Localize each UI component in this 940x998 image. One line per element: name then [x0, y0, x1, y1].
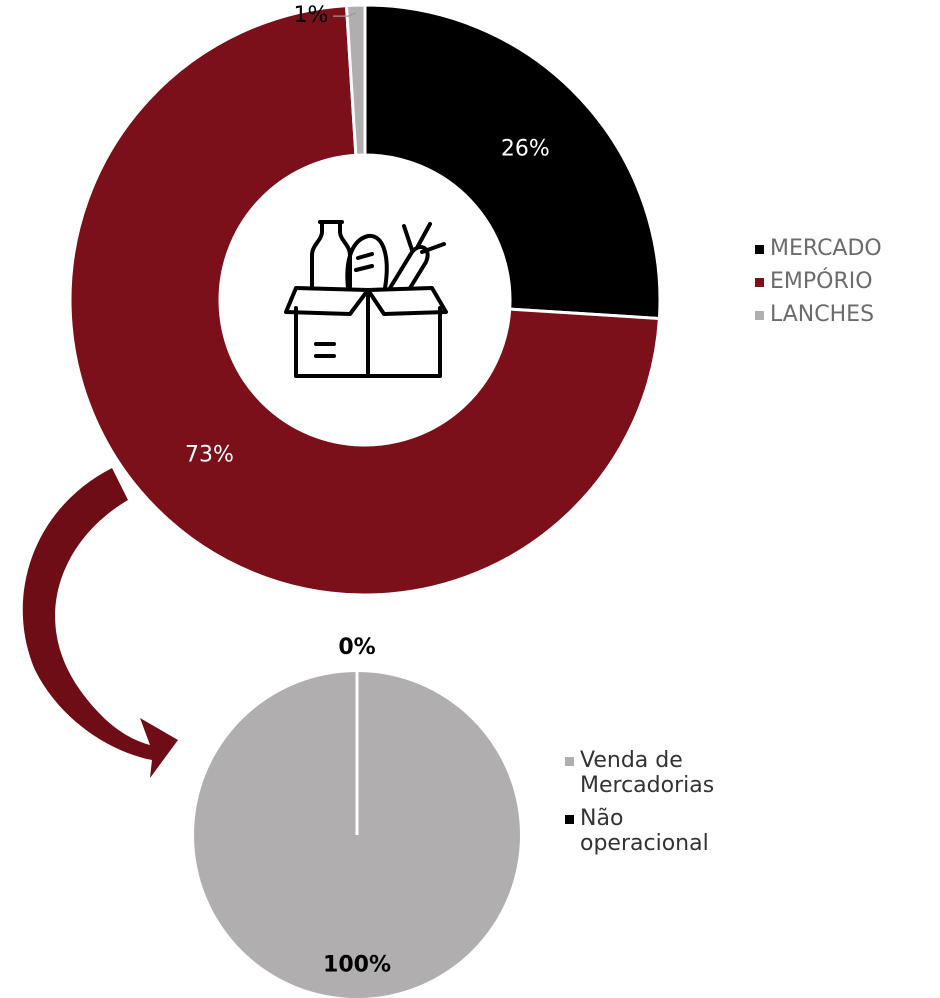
data-label: 26%	[501, 136, 550, 161]
slice	[68, 3, 662, 597]
legend-label: Venda de Mercadorias	[580, 748, 715, 798]
arrow	[22, 468, 178, 778]
legend-item: LANCHES	[755, 302, 935, 327]
data-label: 73%	[185, 443, 234, 468]
legend-label: Não operacional	[580, 806, 709, 856]
legend-item: EMPÓRIO	[755, 269, 935, 294]
legend-marker	[755, 278, 764, 287]
legend-marker	[755, 311, 764, 320]
legend-label: LANCHES	[770, 302, 875, 327]
grocery-icon	[284, 220, 448, 378]
legend: MERCADO EMPÓRIO LANCHES	[755, 236, 935, 335]
leader-line	[332, 12, 357, 17]
data-label: 0%	[338, 635, 375, 660]
legend-marker	[565, 815, 574, 824]
data-label: 100%	[323, 952, 391, 977]
legend-item: Venda de Mercadorias	[565, 748, 755, 798]
legend-label: MERCADO	[770, 236, 882, 261]
legend-marker	[755, 245, 764, 254]
legend-item: MERCADO	[755, 236, 935, 261]
data-label: 1%	[294, 3, 329, 28]
legend: Venda de Mercadorias Não operacional	[565, 748, 755, 864]
legend-marker	[565, 757, 574, 766]
legend-label: EMPÓRIO	[770, 269, 873, 294]
legend-item: Não operacional	[565, 806, 755, 856]
slice	[344, 3, 367, 157]
slice	[363, 3, 662, 321]
